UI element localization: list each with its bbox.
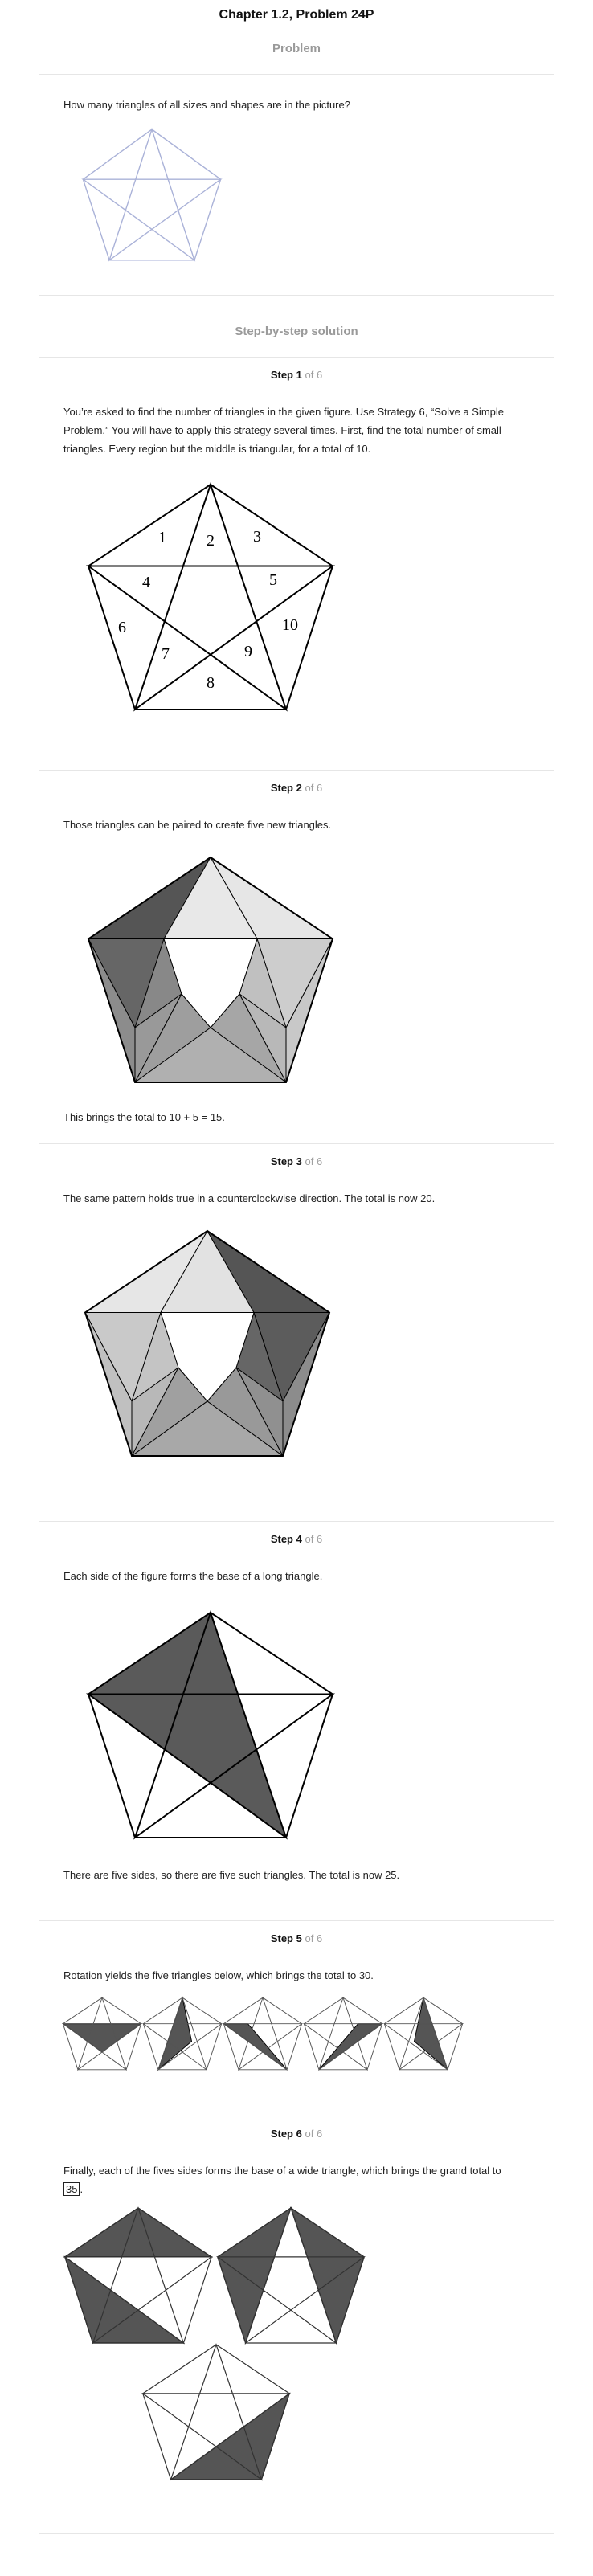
step-3-text: The same pattern holds true in a counter… [63, 1192, 436, 1204]
final-answer-box: 35 [63, 2182, 80, 2196]
step-3: Step 3 of 6 The same pattern holds true … [39, 1143, 554, 1521]
step-2-word: Step [270, 782, 293, 794]
step-6-wide-triangle-figures [63, 2206, 366, 2481]
step-6-text-block: Finally, each of the fives sides forms t… [63, 2161, 521, 2198]
step-6-text-end: . [80, 2183, 84, 2195]
step-4-number: 4 [296, 1533, 302, 1545]
step-4-label: Step 4 of 6 [39, 1533, 554, 1545]
step-3-label: Step 3 of 6 [39, 1155, 554, 1167]
step-5-of: of 6 [305, 1932, 323, 1944]
step-2-text-after: This brings the total to 10 + 5 = 15. [63, 1111, 225, 1123]
step-1-number: 1 [296, 369, 302, 381]
step-1-numbered-pentagram: 1 2 3 4 5 6 7 8 9 10 [85, 481, 336, 712]
step-2-of: of 6 [305, 782, 323, 794]
region-label-7: 7 [162, 645, 170, 663]
step-2-shaded-pentagram [87, 856, 334, 1083]
step-5-word: Step [270, 1932, 293, 1944]
region-label-1: 1 [158, 529, 166, 546]
step-4-word: Step [270, 1533, 293, 1545]
step-5-rotation-figures [62, 1996, 464, 2071]
step-6-word: Step [270, 2128, 293, 2140]
step-3-of: of 6 [305, 1155, 323, 1167]
step-4: Step 4 of 6 Each side of the figure form… [39, 1521, 554, 1920]
step-6: Step 6 of 6 Finally, each of the fives s… [39, 2116, 554, 2533]
solution-heading: Step-by-step solution [235, 325, 358, 338]
step-5-text: Rotation yields the five triangles below… [63, 1969, 374, 1981]
step-1-of: of 6 [305, 369, 323, 381]
chapter-title: Chapter 1.2, Problem 24P [219, 8, 374, 22]
step-5: Step 5 of 6 Rotation yields the five tri… [39, 1920, 554, 2116]
region-label-6: 6 [118, 619, 126, 636]
region-label-10: 10 [282, 616, 298, 634]
step-2-label: Step 2 of 6 [39, 782, 554, 794]
step-2-number: 2 [296, 782, 302, 794]
problem-card: How many triangles of all sizes and shap… [39, 74, 554, 296]
step-2: Step 2 of 6 Those triangles can be paire… [39, 770, 554, 1143]
step-2-text: Those triangles can be paired to create … [63, 819, 332, 831]
region-label-8: 8 [207, 674, 215, 692]
step-4-long-triangle-figure [85, 1609, 336, 1840]
region-label-4: 4 [142, 574, 150, 591]
problem-heading: Problem [272, 42, 321, 55]
step-4-text-after: There are five sides, so there are five … [63, 1869, 400, 1881]
step-4-text: Each side of the figure forms the base o… [63, 1570, 323, 1582]
region-label-3: 3 [253, 528, 261, 546]
region-label-2: 2 [207, 532, 215, 550]
step-1-word: Step [270, 369, 293, 381]
step-3-word: Step [270, 1155, 293, 1167]
step-1-text: You’re asked to find the number of trian… [63, 406, 504, 455]
problem-pentagram-figure [81, 127, 223, 262]
step-1-label: Step 1 of 6 [39, 369, 554, 381]
step-6-text: Finally, each of the fives sides forms t… [63, 2165, 501, 2177]
step-5-label: Step 5 of 6 [39, 1932, 554, 1944]
step-6-label: Step 6 of 6 [39, 2128, 554, 2140]
problem-text: How many triangles of all sizes and shap… [63, 99, 350, 111]
region-label-9: 9 [244, 643, 252, 660]
region-label-5: 5 [269, 571, 277, 589]
steps-container: Step 1 of 6 You’re asked to find the num… [39, 357, 554, 2534]
step-3-shaded-pentagram [84, 1229, 331, 1457]
step-5-number: 5 [296, 1932, 302, 1944]
step-6-of: of 6 [305, 2128, 323, 2140]
step-1: Step 1 of 6 You’re asked to find the num… [39, 358, 554, 770]
step-4-of: of 6 [305, 1533, 323, 1545]
step-6-number: 6 [296, 2128, 302, 2140]
step-3-number: 3 [296, 1155, 302, 1167]
